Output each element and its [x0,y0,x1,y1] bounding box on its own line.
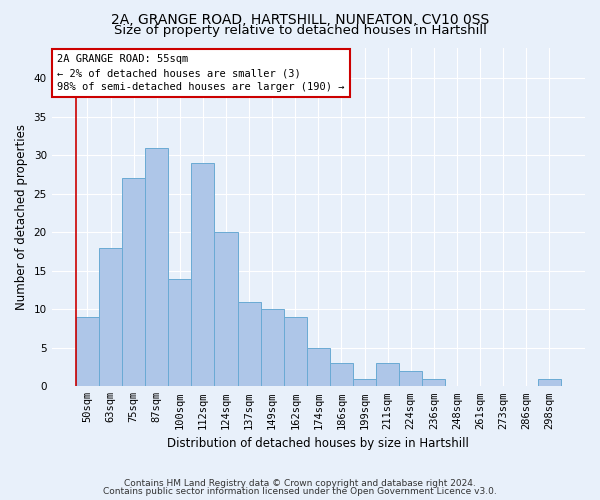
Bar [376,363,399,386]
Bar [284,317,307,386]
Bar [238,302,260,386]
Bar [145,148,168,386]
Text: 2A, GRANGE ROAD, HARTSHILL, NUNEATON, CV10 0SS: 2A, GRANGE ROAD, HARTSHILL, NUNEATON, CV… [111,12,489,26]
Bar [307,348,330,387]
Text: 2A GRANGE ROAD: 55sqm
← 2% of detached houses are smaller (3)
98% of semi-detach: 2A GRANGE ROAD: 55sqm ← 2% of detached h… [57,54,344,92]
Bar [330,363,353,386]
Text: Contains public sector information licensed under the Open Government Licence v3: Contains public sector information licen… [103,487,497,496]
Bar [122,178,145,386]
X-axis label: Distribution of detached houses by size in Hartshill: Distribution of detached houses by size … [167,437,469,450]
Y-axis label: Number of detached properties: Number of detached properties [15,124,28,310]
Text: Size of property relative to detached houses in Hartshill: Size of property relative to detached ho… [113,24,487,37]
Bar [168,278,191,386]
Bar [538,378,561,386]
Bar [353,378,376,386]
Bar [76,317,99,386]
Bar [214,232,238,386]
Bar [260,310,284,386]
Bar [399,371,422,386]
Bar [422,378,445,386]
Bar [191,163,214,386]
Text: Contains HM Land Registry data © Crown copyright and database right 2024.: Contains HM Land Registry data © Crown c… [124,478,476,488]
Bar [99,248,122,386]
